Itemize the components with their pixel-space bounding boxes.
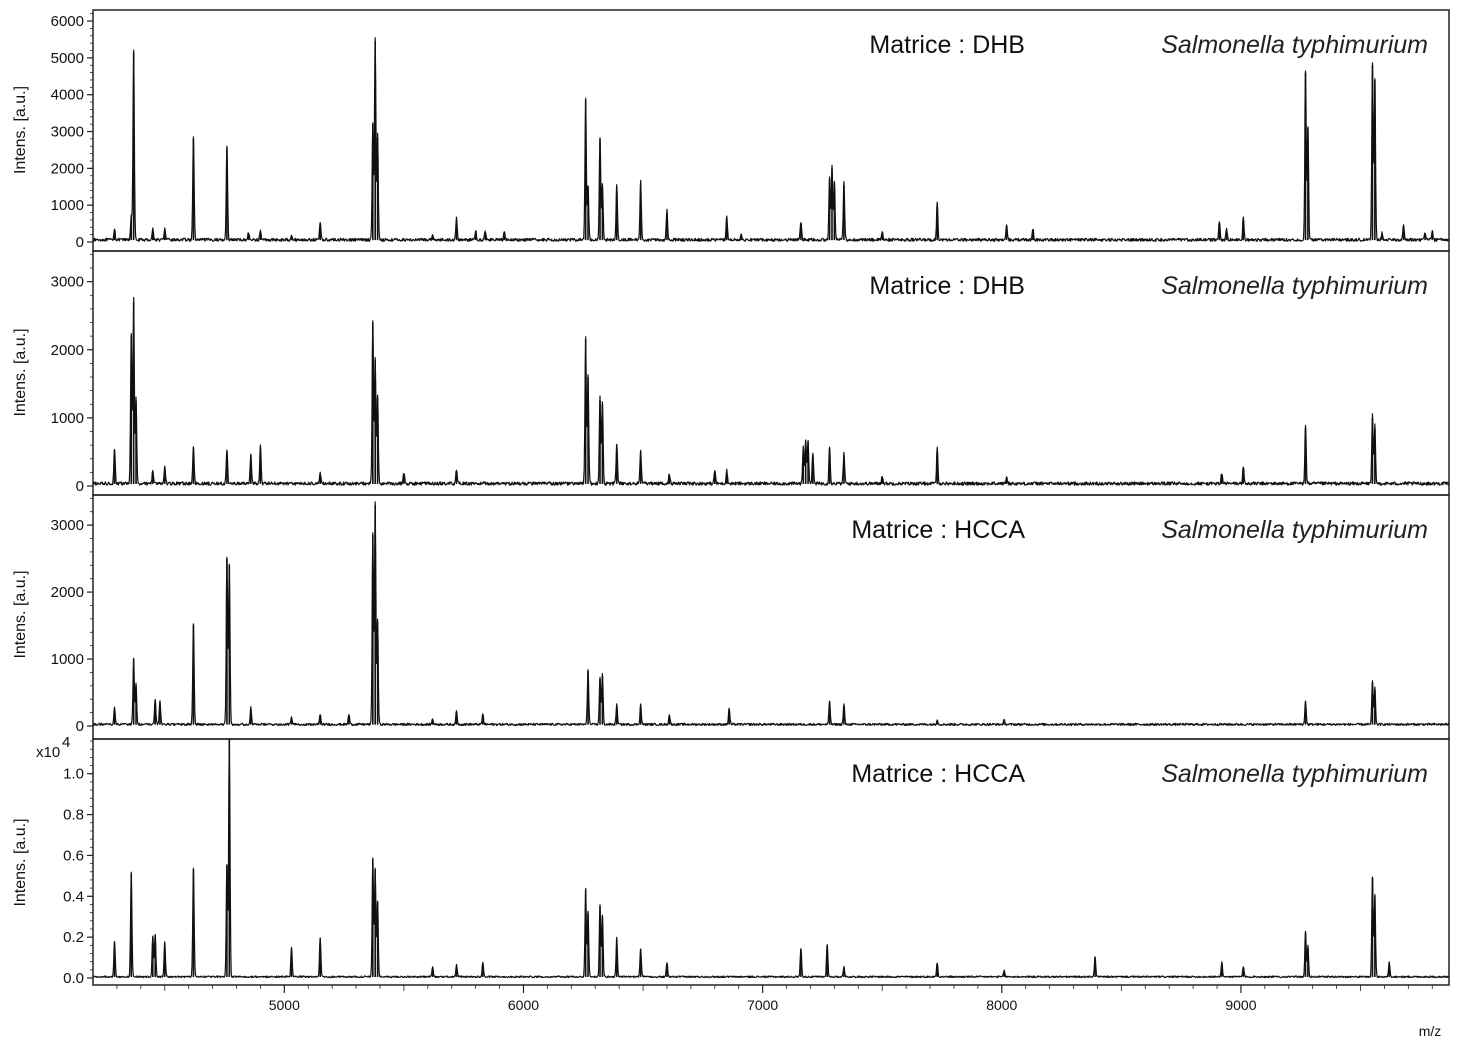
y-tick-label: 0.8 — [63, 807, 84, 824]
y-tick-label: 3000 — [51, 517, 84, 534]
y-scale-exponent: 4 — [62, 734, 70, 751]
x-tick-label: 5000 — [269, 997, 300, 1013]
y-scale-multiplier: x10 — [36, 744, 60, 761]
matrix-label: Matrice : HCCA — [851, 760, 1025, 788]
y-tick-label: 0 — [76, 718, 84, 735]
y-tick-label: 0 — [76, 478, 84, 495]
y-tick-label: 2000 — [51, 584, 84, 601]
spectrum-panels: 0 1000 2000 3000 4000 5000 6000 Intens. [a.u.] M… — [12, 9, 1450, 987]
y-tick-label: 1.0 — [63, 766, 84, 783]
species-label: Salmonella typhimurium — [1161, 516, 1428, 544]
y-tick-label: 0.4 — [63, 888, 84, 905]
y-tick-label: 5000 — [51, 50, 84, 67]
spectrum-trace — [92, 37, 1450, 242]
spectrum-panel-3: 0 1000 2000 3000 Intens. [a.u.] Matrice : HCC… — [12, 494, 1450, 740]
spectrum-trace — [92, 296, 1450, 486]
y-tick-label: 0 — [76, 234, 84, 251]
y-tick-label: 4000 — [51, 87, 84, 104]
x-tick-label: 6000 — [508, 997, 539, 1013]
y-tick-label: 2000 — [51, 342, 84, 359]
x-tick-label: 7000 — [747, 997, 778, 1013]
spectrum-panel-2: 0 1000 2000 3000 Intens. [a.u.] Matrice : DHB… — [12, 250, 1450, 496]
y-tick-label: 6000 — [51, 13, 84, 30]
y-tick-label: 1000 — [51, 410, 84, 427]
x-axis-label: m/z — [1419, 1023, 1442, 1039]
y-axis-label: Intens. [a.u.] — [12, 570, 29, 658]
plot-frame — [92, 738, 1450, 986]
spectrum-trace — [92, 738, 1450, 979]
matrix-label: Matrice : DHB — [869, 31, 1025, 59]
species-label: Salmonella typhimurium — [1161, 272, 1428, 300]
matrix-label: Matrice : DHB — [869, 272, 1025, 300]
species-label: Salmonella typhimurium — [1161, 760, 1428, 788]
y-tick-label: 1000 — [51, 197, 84, 214]
y-tick-label: 0.0 — [63, 970, 84, 987]
y-tick-label: 1000 — [51, 651, 84, 668]
y-tick-label: 0.6 — [63, 847, 84, 864]
y-axis-label: Intens. [a.u.] — [12, 818, 29, 906]
y-axis-label: Intens. [a.u.] — [12, 86, 29, 174]
x-tick-label: 9000 — [1225, 997, 1256, 1013]
spectrum-trace — [92, 501, 1450, 727]
x-tick-label: 8000 — [986, 997, 1017, 1013]
y-tick-label: 3000 — [51, 274, 84, 291]
y-tick-label: 0.2 — [63, 929, 84, 946]
y-tick-label: 2000 — [51, 160, 84, 177]
matrix-label: Matrice : HCCA — [851, 516, 1025, 544]
spectrum-panel-1: 0 1000 2000 3000 4000 5000 6000 Intens. [a.u.] M… — [12, 9, 1450, 252]
species-label: Salmonella typhimurium — [1161, 31, 1428, 59]
y-axis-label: Intens. [a.u.] — [12, 328, 29, 416]
x-axis: m/z 5000 6000 7000 8000 9000 — [116, 985, 1442, 1039]
y-tick-label: 3000 — [51, 124, 84, 141]
